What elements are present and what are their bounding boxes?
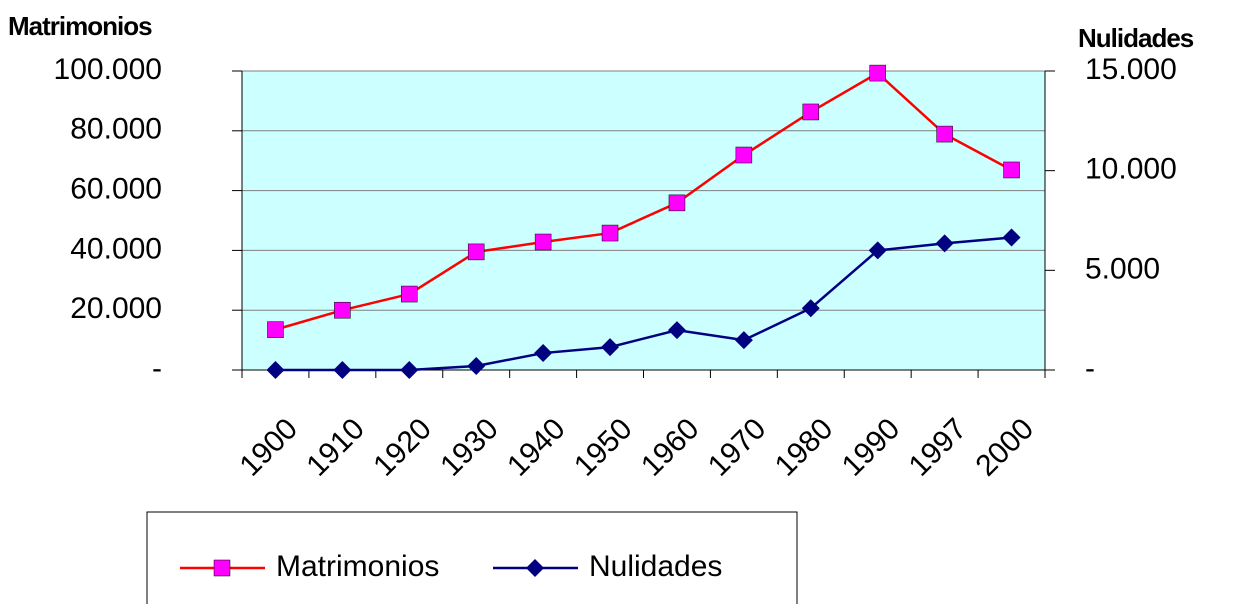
y2-tick-label: - — [1085, 352, 1095, 385]
x-tick-label: 1910 — [300, 412, 371, 483]
marker — [467, 357, 486, 376]
legend-label: Nulidades — [589, 550, 722, 583]
marker — [869, 64, 886, 82]
marker — [601, 338, 620, 357]
x-tick-label: 1997 — [903, 412, 974, 483]
x-tick-label: 1990 — [836, 412, 907, 483]
marker — [801, 299, 820, 318]
series-line — [275, 236, 1012, 372]
x-tick-label: 1970 — [702, 412, 773, 483]
marker — [534, 344, 553, 363]
y2-tick-label: 5.000 — [1085, 252, 1160, 285]
marker — [534, 233, 552, 251]
marker — [735, 146, 753, 164]
marker — [667, 321, 686, 340]
marker — [467, 243, 485, 261]
marker — [1003, 161, 1020, 179]
marker — [266, 361, 285, 379]
marker — [267, 321, 284, 338]
x-tick-label: 2000 — [970, 412, 1041, 483]
x-tick-label: 1960 — [635, 412, 706, 483]
y-tick-label: 60.000 — [70, 173, 162, 206]
series-line — [275, 71, 1013, 331]
marker — [334, 301, 351, 319]
x-tick-label: 1900 — [233, 412, 304, 483]
marker — [668, 194, 686, 212]
y2-axis-title: Nulidades — [1078, 23, 1194, 53]
marker — [1002, 228, 1021, 247]
x-tick-label: 1940 — [501, 412, 572, 483]
marker — [400, 361, 419, 379]
legend-box — [146, 511, 798, 604]
marker — [601, 224, 619, 242]
marker — [734, 331, 753, 350]
marker — [213, 559, 231, 577]
marker — [936, 125, 953, 143]
marker — [401, 285, 418, 303]
y-axis-title: Matrimonios — [8, 11, 152, 41]
x-tick-label: 1980 — [769, 412, 840, 483]
y-tick-label: 40.000 — [70, 232, 162, 265]
x-tick-label: 1920 — [367, 412, 438, 483]
marker — [526, 559, 544, 577]
y-tick-label: 20.000 — [70, 292, 162, 325]
plot-area — [242, 71, 1045, 370]
marker — [333, 361, 352, 379]
marker — [802, 103, 820, 121]
marker — [935, 234, 954, 253]
y2-tick-label: 10.000 — [1085, 153, 1177, 186]
y-tick-label: 80.000 — [70, 113, 162, 146]
y-tick-label: 100.000 — [54, 53, 162, 86]
y-tick-label: - — [152, 352, 162, 385]
legend-label: Matrimonios — [276, 550, 439, 583]
x-tick-label: 1950 — [568, 412, 639, 483]
marker — [868, 241, 887, 260]
x-tick-label: 1930 — [434, 412, 505, 483]
y2-tick-label: 15.000 — [1085, 53, 1177, 86]
